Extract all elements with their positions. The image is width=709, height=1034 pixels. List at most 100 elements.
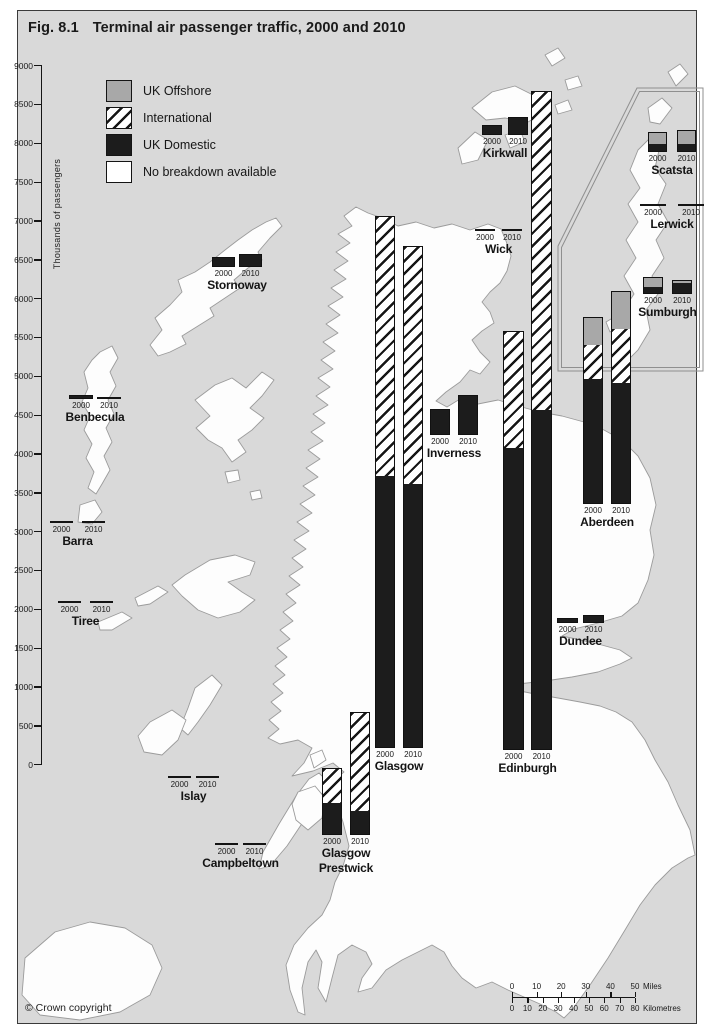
y-axis-tick: [34, 336, 42, 339]
y-axis-tick-label: 7500: [14, 177, 33, 187]
legend-label: International: [143, 110, 212, 125]
island-barra: [77, 499, 103, 525]
scale-number-km: 30: [553, 1004, 563, 1013]
island-islay: [137, 709, 187, 756]
island-orkney-north-1: [544, 47, 566, 67]
bar-year-label: 2010: [682, 208, 700, 217]
airport-label-kirkwall: Kirkwall: [482, 146, 528, 160]
segment-domestic: [404, 483, 422, 747]
airport-label-glasgow: Glasgow: [374, 759, 424, 773]
y-axis-tick: [34, 531, 42, 533]
segment-domestic: [644, 286, 662, 293]
y-axis-tick-label: 4000: [14, 448, 33, 459]
bar-year-label: 2000: [483, 137, 501, 146]
bar-year-label: 2000: [644, 208, 662, 217]
island-jura: [179, 674, 223, 736]
y-axis-tick: [34, 103, 42, 106]
y-axis-tick-label: 1500: [14, 643, 33, 653]
airport-label-aberdeen: Aberdeen: [580, 515, 634, 529]
bar-year-label: 2010: [532, 752, 551, 761]
scale-number-km: 80: [630, 1004, 640, 1013]
y-axis-tick: [34, 414, 42, 416]
y-axis-tick: [34, 65, 42, 67]
scale-km-unit: Kilometres: [643, 1004, 681, 1013]
island-mull: [171, 554, 256, 619]
bar-kirkwall-2010: [508, 117, 528, 135]
bar-year-label: 2010: [509, 137, 527, 146]
scale-number-km: 50: [584, 1004, 594, 1013]
y-axis-tick: [34, 686, 42, 688]
bar-year-label: 2010: [404, 750, 422, 759]
scale-number-miles: 30: [581, 982, 591, 991]
segment-offshore: [649, 132, 666, 144]
island-hoy: [457, 131, 489, 165]
bar-glasgow-prestwick-2010: [350, 711, 370, 835]
segment-domestic: [558, 618, 577, 622]
airport-label-islay: Islay: [180, 789, 207, 803]
y-axis-tick: [34, 492, 42, 494]
y-axis-tick-label: 3000: [14, 526, 33, 537]
bar-sumburgh-2010: [672, 280, 692, 294]
bar-year-label: 2010: [84, 525, 103, 534]
island-orkney-north-3: [554, 99, 573, 115]
bar-year-label: 2010: [459, 437, 477, 446]
airport-label-sumburgh: Sumburgh: [638, 305, 697, 319]
legend-item-domestic: UK Domestic: [106, 131, 276, 158]
airport-label-benbecula: Benbecula: [65, 410, 125, 424]
island-unst: [667, 63, 689, 87]
y-axis-tick-label: 2000: [14, 604, 33, 615]
bar-islay-2010: [196, 775, 219, 778]
scale-number-miles: 40: [605, 982, 615, 991]
scale-tick-km: [619, 998, 621, 1003]
segment-international: [351, 712, 369, 812]
segment-domestic: [584, 378, 602, 503]
bar-stornoway-2010: [239, 254, 262, 267]
y-axis-tick: [34, 259, 42, 261]
bar-year-label: 2000: [376, 750, 394, 759]
bar-year-label: 2010: [673, 296, 691, 305]
y-axis-tick: [34, 181, 42, 183]
bar-tiree-2010: [90, 600, 113, 603]
bar-tiree-2000: [58, 600, 81, 603]
bar-lerwick-2010: [678, 203, 704, 206]
scale-tick-miles: [561, 992, 563, 997]
segment-domestic: [509, 118, 527, 134]
airport-label-tiree: Tiree: [71, 614, 100, 628]
y-axis-tick-label: 6500: [14, 254, 33, 265]
segment-domestic: [504, 447, 523, 749]
scale-number-miles: 20: [556, 982, 566, 991]
legend-label: UK Domestic: [143, 137, 216, 152]
bar-year-label: 2010: [351, 837, 369, 846]
island-bute: [309, 749, 327, 769]
scale-tick-miles: [536, 992, 538, 997]
y-axis-tick: [34, 453, 42, 455]
bar-year-label: 2000: [52, 525, 71, 534]
airport-label-barra: Barra: [62, 534, 93, 548]
northern-ireland: [21, 921, 163, 1021]
y-axis-tick: [34, 608, 42, 611]
y-axis-tick-label: 2500: [14, 565, 33, 576]
scale-number-km: 40: [569, 1004, 578, 1013]
bar-edinburgh-2010: [531, 91, 552, 750]
y-axis-tick: [34, 647, 42, 649]
segment-international: [584, 344, 602, 379]
bar-year-label: 2010: [100, 401, 118, 410]
bar-scatsta-2010: [677, 130, 696, 152]
island-yell: [647, 97, 673, 125]
figure-number: Fig. 8.1: [28, 20, 79, 36]
segment-domestic: [612, 382, 630, 503]
airport-label-scatsta: Scatsta: [651, 163, 693, 177]
bar-lerwick-2000: [640, 203, 666, 206]
bar-campbeltown-2010: [243, 842, 266, 845]
scale-tick-km: [635, 998, 637, 1003]
bar-stornoway-2000: [212, 256, 235, 267]
legend-item-no_breakdown: No breakdown available: [106, 158, 276, 185]
bar-year-label: 2010: [677, 154, 696, 163]
figure-title: Fig. 8.1 Terminal air passenger traffic, …: [28, 20, 406, 36]
airport-label-wick: Wick: [484, 242, 513, 256]
bar-dundee-2010: [583, 614, 604, 623]
segment-international: [532, 92, 551, 410]
y-axis-tick-label: 6000: [14, 293, 33, 304]
bar-year-label: 2000: [558, 625, 577, 634]
y-axis-tick: [34, 764, 42, 766]
